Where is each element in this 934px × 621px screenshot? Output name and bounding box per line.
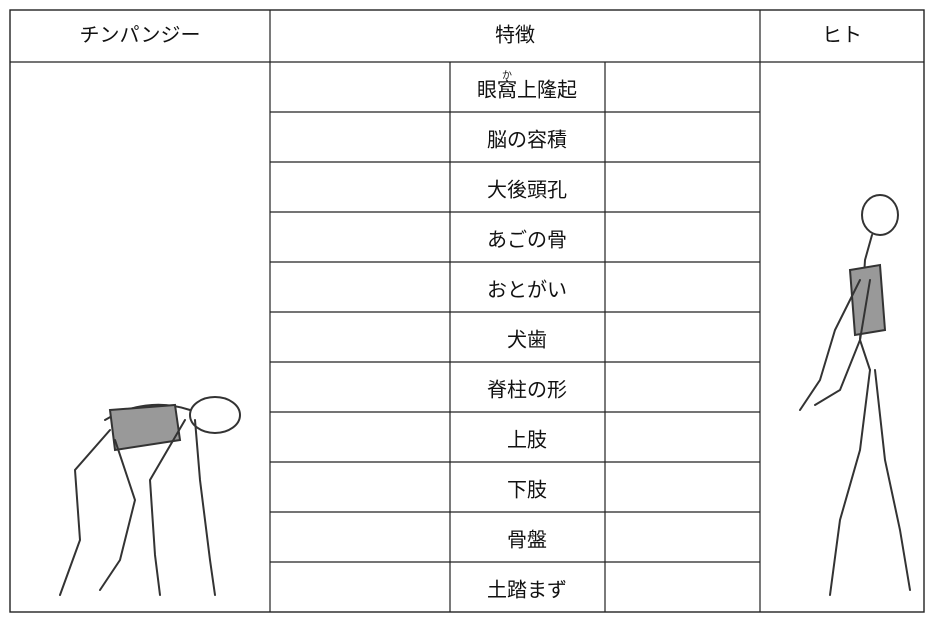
table-border: [9, 9, 925, 613]
feature-label: 眼窩上隆起: [477, 78, 577, 102]
feature-label: 脳の容積: [487, 128, 567, 152]
furigana: か: [502, 70, 512, 82]
feature-label: あごの骨: [487, 228, 567, 252]
feature-label: 脊柱の形: [487, 378, 567, 402]
header-left: チンパンジー: [80, 23, 201, 47]
feature-label: 犬歯: [507, 328, 547, 352]
feature-label: おとがい: [487, 278, 567, 302]
header-right: ヒト: [822, 23, 862, 47]
header-center: 特徴: [495, 23, 535, 47]
chimp-skeleton: [59, 396, 241, 596]
feature-label: 下肢: [507, 478, 547, 502]
feature-label: 上肢: [507, 428, 547, 452]
feature-label: 大後頭孔: [487, 178, 567, 202]
feature-label: 土踏まず: [487, 578, 567, 602]
table-frame: [9, 9, 925, 613]
human-skeleton: [799, 194, 911, 596]
feature-label: 骨盤: [507, 528, 547, 552]
